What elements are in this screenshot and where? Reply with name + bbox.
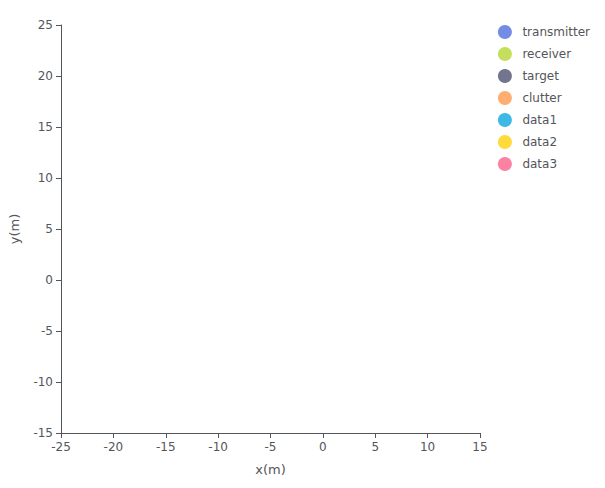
- svg-text:data1: data1: [522, 113, 557, 127]
- svg-text:-10: -10: [33, 375, 53, 389]
- svg-text:0: 0: [319, 440, 327, 454]
- svg-text:20: 20: [38, 69, 53, 83]
- svg-text:10: 10: [420, 440, 435, 454]
- svg-text:data3: data3: [522, 157, 557, 171]
- svg-text:-20: -20: [104, 440, 124, 454]
- svg-text:y(m): y(m): [7, 214, 22, 245]
- svg-text:0: 0: [45, 273, 53, 287]
- svg-text:clutter: clutter: [522, 91, 561, 105]
- svg-text:-10: -10: [208, 440, 228, 454]
- svg-text:data2: data2: [522, 135, 557, 149]
- svg-text:5: 5: [371, 440, 379, 454]
- svg-text:10: 10: [38, 171, 53, 185]
- svg-text:15: 15: [472, 440, 487, 454]
- svg-text:5: 5: [45, 222, 53, 236]
- svg-text:15: 15: [38, 120, 53, 134]
- svg-text:target: target: [522, 69, 559, 83]
- svg-text:25: 25: [38, 18, 53, 32]
- svg-text:-15: -15: [33, 426, 53, 440]
- svg-text:-5: -5: [41, 324, 53, 338]
- svg-text:x(m): x(m): [255, 462, 286, 477]
- svg-text:receiver: receiver: [522, 47, 571, 61]
- svg-text:transmitter: transmitter: [522, 25, 590, 39]
- svg-text:-5: -5: [265, 440, 277, 454]
- svg-text:-25: -25: [51, 440, 71, 454]
- svg-text:-15: -15: [156, 440, 176, 454]
